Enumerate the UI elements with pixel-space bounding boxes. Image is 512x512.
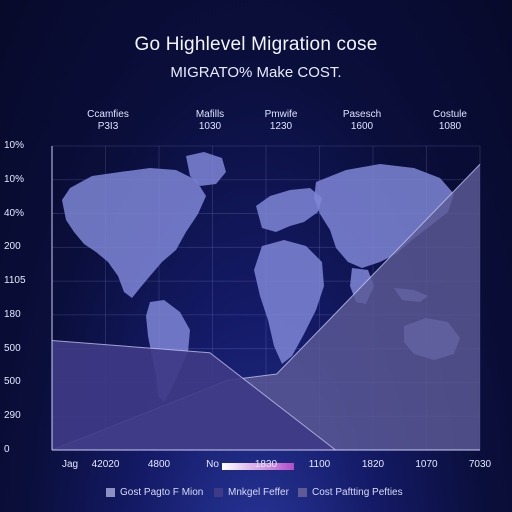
y-tick-label: 200	[4, 241, 21, 253]
column-header-value: P3I3	[97, 121, 119, 132]
legend-swatch	[214, 487, 223, 497]
x-tick-label: 1830	[254, 459, 278, 470]
column-header-4: Pasesch 1600	[326, 109, 398, 133]
legend-item-2: Mnkgel Feffer	[214, 486, 289, 498]
y-tick-label: 500	[4, 342, 21, 354]
legend-label: Mnkgel Feffer	[228, 486, 289, 498]
column-header-value: 1080	[438, 121, 462, 132]
x-tick-label: 1070	[415, 459, 438, 470]
y-tick-label: 500	[4, 376, 21, 388]
y-tick-label: 10%	[4, 173, 25, 185]
x-tick-label: 1100	[308, 459, 331, 470]
map-north-america	[62, 168, 206, 298]
legend-item-3: Cost Paftting Pefties	[298, 486, 403, 498]
column-header-5: Costule 1080	[414, 109, 486, 133]
legend-swatch	[106, 487, 115, 497]
legend-label: Cost Paftting Pefties	[312, 486, 403, 498]
x-tick-label: 1820	[361, 459, 385, 470]
series-line-2	[51, 340, 336, 451]
x-tick-label: 42020	[91, 459, 120, 470]
column-header-name: Mafills	[195, 109, 225, 120]
chart-title: Go Highlevel Migration cose	[134, 34, 378, 55]
map-asia	[314, 164, 454, 268]
x-tick-label: No	[206, 459, 219, 470]
x-tick-label: 4800	[147, 459, 171, 470]
column-header-name: Pmwife	[264, 109, 298, 120]
y-tick-label: 1105	[4, 275, 26, 287]
column-header-3: Pmwife 1230	[245, 109, 317, 133]
column-header-2: Mafills 1030	[174, 109, 246, 133]
y-tick-label: 290	[4, 410, 21, 422]
x-tick-label: 7030	[468, 459, 492, 470]
x-tick-label: Jag	[61, 459, 79, 470]
column-header-name: Ccamfies	[87, 109, 129, 120]
legend-label: Gost Pagto F Mion	[120, 486, 204, 498]
series-area-2	[52, 340, 336, 450]
highlight-range-bar	[222, 463, 294, 470]
legend-item-1: Gost Pagto F Mion	[106, 486, 203, 498]
map-europe	[256, 188, 322, 232]
series-area-1	[52, 164, 480, 451]
column-header-value: 1030	[198, 121, 222, 132]
column-header-name: Costule	[433, 109, 467, 120]
y-tick-label: 40%	[4, 207, 25, 219]
y-tick-label: 180	[4, 308, 21, 320]
column-header-value: 1230	[269, 121, 293, 132]
column-header-1: Ccamfies P3I3	[72, 109, 144, 133]
column-header-value: 1600	[350, 121, 374, 132]
map-greenland	[186, 152, 226, 186]
y-tick-label: 0	[4, 444, 10, 455]
legend-swatch	[298, 487, 307, 497]
chart-subtitle: MIGRATO% Make COST.	[170, 64, 342, 81]
map-africa	[254, 240, 324, 364]
y-tick-label: 10%	[4, 140, 25, 151]
column-header-name: Pasesch	[342, 109, 382, 120]
